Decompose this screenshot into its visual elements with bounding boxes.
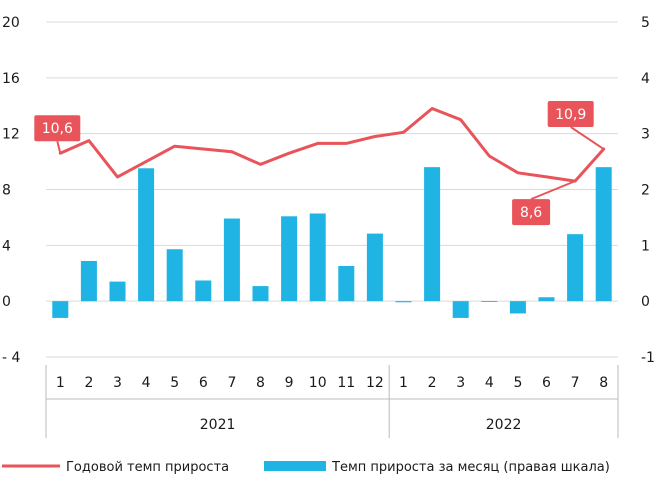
bar (195, 280, 212, 302)
x-tick-label: 3 (113, 375, 122, 391)
bar (80, 260, 97, 302)
y-left-tick-label: 0 (2, 294, 11, 310)
bar (281, 216, 298, 302)
legend-bar-swatch (264, 461, 326, 471)
bar (395, 301, 412, 303)
x-tick-label: 1 (56, 375, 65, 391)
x-tick-label: 12 (366, 375, 384, 391)
x-tick-label: 9 (285, 375, 294, 391)
annotations: 10,6 8,6 10,9 (34, 101, 605, 226)
legend-label-bar: Темп прироста за месяц (правая шкала) (331, 460, 610, 475)
y-right-tick-label: 0 (641, 294, 650, 310)
y-left-tick-label: 4 (2, 238, 11, 254)
bar (481, 301, 498, 302)
bar (52, 301, 69, 318)
y-right-tick-label: -1 (641, 350, 655, 366)
x-tick-label: 8 (256, 375, 265, 391)
callout-box (547, 101, 594, 128)
year-label: 2022 (486, 417, 522, 433)
year-label: 2021 (200, 417, 236, 433)
legend-label-line: Годовой темп прироста (66, 460, 229, 475)
y-right-tick-label: 2 (641, 183, 650, 199)
y-left-tick-label: - 4 (2, 350, 21, 366)
callout-box (512, 199, 551, 226)
callout-label: 10,9 (555, 107, 586, 123)
bar (424, 167, 441, 302)
bar (166, 249, 183, 302)
x-tick-label: 8 (599, 375, 608, 391)
y-left-tick-label: 20 (2, 15, 20, 31)
y-right-tick-label: 3 (641, 127, 650, 143)
bar (452, 301, 469, 318)
callout-box (34, 115, 81, 142)
y-left-tick-label: 16 (2, 71, 20, 87)
x-tick-label: 4 (485, 375, 494, 391)
y-right-tick-label: 4 (641, 71, 650, 87)
x-tick-label: 5 (513, 375, 522, 391)
axes: 20 516 412 38 24 10 0- 4 -11 2 3 4 5 6 7 8 9 10 11 12 1 2 3 4 5… (2, 15, 655, 438)
x-tick-label: 5 (170, 375, 179, 391)
x-tick-label: 1 (399, 375, 408, 391)
bar (595, 167, 612, 302)
y-left-tick-label: 12 (2, 127, 20, 143)
x-tick-label: 2 (428, 375, 437, 391)
bar (509, 301, 526, 314)
line-path (58, 107, 606, 183)
legend: Годовой темп прироста Темп прироста за м… (2, 460, 610, 475)
line-series (58, 107, 606, 183)
callout-label: 8,6 (520, 205, 542, 221)
y-left-tick-label: 8 (2, 183, 11, 199)
x-tick-label: 6 (542, 375, 551, 391)
callout-connector (570, 126, 605, 150)
y-right-tick-label: 5 (641, 15, 650, 31)
x-tick-label: 4 (142, 375, 151, 391)
bar (309, 213, 326, 302)
bar (538, 297, 555, 302)
y-right-tick-label: 1 (641, 238, 650, 254)
bar-series (52, 167, 612, 318)
callout-connector (56, 140, 62, 154)
x-tick-label: 11 (337, 375, 355, 391)
bar (223, 218, 240, 302)
bar (109, 281, 126, 302)
bar (338, 265, 355, 302)
x-tick-label: 6 (199, 375, 208, 391)
callout-connector (530, 180, 576, 201)
bar (366, 233, 383, 302)
grid (46, 21, 618, 358)
bar (567, 234, 584, 302)
bar (252, 286, 269, 302)
x-tick-label: 10 (309, 375, 327, 391)
bar (138, 168, 155, 302)
x-tick-label: 7 (571, 375, 580, 391)
x-tick-label: 3 (456, 375, 465, 391)
callout-label: 10,6 (42, 121, 73, 137)
x-tick-label: 2 (84, 375, 93, 391)
x-tick-label: 7 (227, 375, 236, 391)
